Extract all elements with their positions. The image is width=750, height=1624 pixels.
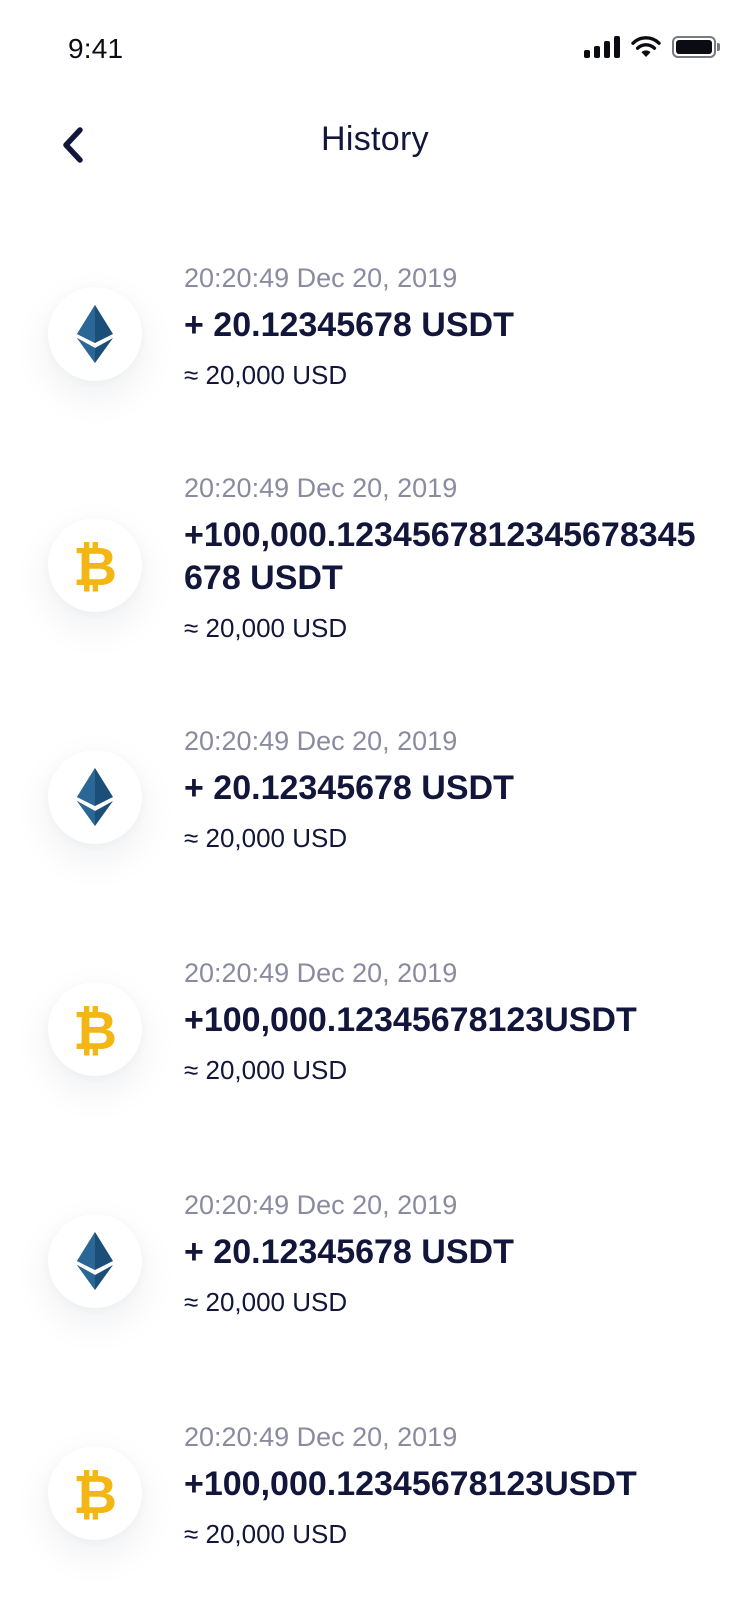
page-title: History bbox=[321, 120, 429, 158]
coin-badge bbox=[48, 750, 142, 844]
transaction-details: 20:20:49 Dec 20, 2019 + 20.12345678 USDT… bbox=[184, 1187, 704, 1320]
coin-badge: ₿ bbox=[48, 982, 142, 1076]
transaction-time: 20:20:49 Dec 20, 2019 bbox=[184, 263, 458, 293]
transaction-amount: + 20.12345678 USDT bbox=[184, 769, 514, 807]
transaction-item[interactable]: ₿ 20:20:49 Dec 20, 2019 +100,000.1234567… bbox=[0, 1394, 750, 1624]
transaction-details: 20:20:49 Dec 20, 2019 + 20.12345678 USDT… bbox=[184, 260, 704, 393]
svg-text:₿: ₿ bbox=[73, 1463, 117, 1523]
transaction-time: 20:20:49 Dec 20, 2019 bbox=[184, 958, 458, 988]
transaction-details: 20:20:49 Dec 20, 2019 +100,000.123456781… bbox=[184, 470, 704, 646]
transaction-fiat-value: ≈ 20,000 USD bbox=[184, 1055, 348, 1085]
transaction-fiat-value: ≈ 20,000 USD bbox=[184, 1519, 348, 1549]
transaction-fiat-value: ≈ 20,000 USD bbox=[184, 613, 348, 643]
svg-text:₿: ₿ bbox=[73, 535, 117, 595]
transaction-amount: +100,000.12345678123USDT bbox=[184, 1001, 637, 1039]
transaction-item[interactable]: ₿ 20:20:49 Dec 20, 2019 +100,000.1234567… bbox=[0, 930, 750, 1162]
transaction-amount: +100,000.12345678123USDT bbox=[184, 1465, 637, 1503]
transaction-fiat-value: ≈ 20,000 USD bbox=[184, 823, 348, 853]
transaction-details: 20:20:49 Dec 20, 2019 +100,000.123456781… bbox=[184, 955, 704, 1088]
status-time: 9:41 bbox=[68, 33, 124, 64]
status-bar: 9:41 bbox=[0, 0, 750, 100]
transaction-time: 20:20:49 Dec 20, 2019 bbox=[184, 473, 458, 503]
transaction-item[interactable]: ₿ 20:20:49 Dec 20, 2019 +100,000.1234567… bbox=[0, 445, 750, 698]
transaction-item[interactable]: 20:20:49 Dec 20, 2019 + 20.12345678 USDT… bbox=[0, 235, 750, 445]
svg-text:₿: ₿ bbox=[73, 999, 117, 1059]
bitcoin-icon: ₿ bbox=[73, 535, 117, 595]
bitcoin-icon: ₿ bbox=[73, 999, 117, 1059]
transaction-fiat-value: ≈ 20,000 USD bbox=[184, 1287, 348, 1317]
transaction-time: 20:20:49 Dec 20, 2019 bbox=[184, 1422, 458, 1452]
status-icons bbox=[584, 34, 720, 60]
coin-badge bbox=[48, 1214, 142, 1308]
transaction-fiat-value: ≈ 20,000 USD bbox=[184, 360, 348, 390]
signal-icon bbox=[584, 36, 620, 58]
chevron-left-icon bbox=[63, 127, 83, 163]
ethereum-icon bbox=[77, 1232, 113, 1290]
bitcoin-icon: ₿ bbox=[73, 1463, 117, 1523]
transaction-list[interactable]: 20:20:49 Dec 20, 2019 + 20.12345678 USDT… bbox=[0, 235, 750, 1624]
nav-header: History bbox=[0, 100, 750, 190]
transaction-item[interactable]: 20:20:49 Dec 20, 2019 + 20.12345678 USDT… bbox=[0, 1162, 750, 1394]
transaction-amount: +100,000.1234567812345678345678 USDT bbox=[184, 516, 696, 597]
back-button[interactable] bbox=[48, 115, 98, 175]
coin-badge: ₿ bbox=[48, 1446, 142, 1540]
battery-icon bbox=[672, 35, 720, 59]
transaction-details: 20:20:49 Dec 20, 2019 + 20.12345678 USDT… bbox=[184, 723, 704, 856]
transaction-time: 20:20:49 Dec 20, 2019 bbox=[184, 1190, 458, 1220]
coin-badge: ₿ bbox=[48, 518, 142, 612]
transaction-details: 20:20:49 Dec 20, 2019 +100,000.123456781… bbox=[184, 1419, 704, 1552]
ethereum-icon bbox=[77, 305, 113, 363]
transaction-item[interactable]: 20:20:49 Dec 20, 2019 + 20.12345678 USDT… bbox=[0, 698, 750, 930]
ethereum-icon bbox=[77, 768, 113, 826]
wifi-icon bbox=[631, 36, 661, 57]
transaction-amount: + 20.12345678 USDT bbox=[184, 1233, 514, 1271]
transaction-amount: + 20.12345678 USDT bbox=[184, 306, 514, 344]
coin-badge bbox=[48, 287, 142, 381]
transaction-time: 20:20:49 Dec 20, 2019 bbox=[184, 726, 458, 756]
